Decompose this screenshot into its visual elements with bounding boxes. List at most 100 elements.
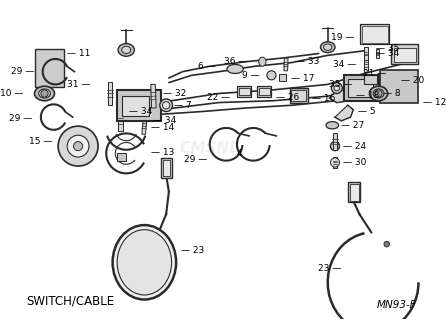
Text: 4: 4 bbox=[237, 149, 243, 158]
Polygon shape bbox=[119, 111, 123, 131]
FancyBboxPatch shape bbox=[362, 26, 388, 43]
Ellipse shape bbox=[34, 86, 54, 101]
FancyBboxPatch shape bbox=[360, 24, 389, 44]
Text: — 7: — 7 bbox=[174, 101, 192, 110]
Ellipse shape bbox=[334, 85, 339, 91]
Ellipse shape bbox=[117, 230, 172, 295]
Text: — 34: — 34 bbox=[129, 107, 152, 116]
Text: — 34: — 34 bbox=[153, 116, 176, 125]
Text: 29 —: 29 — bbox=[11, 67, 34, 76]
FancyBboxPatch shape bbox=[117, 153, 126, 161]
Ellipse shape bbox=[162, 102, 170, 109]
FancyBboxPatch shape bbox=[35, 49, 65, 87]
FancyBboxPatch shape bbox=[239, 88, 250, 95]
Text: — 14: — 14 bbox=[151, 124, 174, 133]
Text: — 33: — 33 bbox=[296, 57, 319, 66]
FancyBboxPatch shape bbox=[289, 88, 308, 103]
Text: — 16: — 16 bbox=[312, 94, 336, 103]
Text: — 17: — 17 bbox=[290, 73, 314, 82]
Polygon shape bbox=[142, 118, 147, 135]
Text: 6 —: 6 — bbox=[198, 62, 216, 71]
FancyBboxPatch shape bbox=[350, 184, 359, 201]
Polygon shape bbox=[364, 47, 368, 60]
Polygon shape bbox=[151, 84, 156, 108]
Text: — 20: — 20 bbox=[401, 76, 425, 85]
Ellipse shape bbox=[160, 99, 173, 112]
Ellipse shape bbox=[112, 225, 176, 300]
Text: 35 —: 35 — bbox=[329, 80, 352, 89]
Ellipse shape bbox=[373, 89, 384, 98]
Ellipse shape bbox=[118, 43, 134, 56]
Circle shape bbox=[74, 142, 83, 151]
Circle shape bbox=[375, 90, 382, 97]
Ellipse shape bbox=[227, 64, 244, 73]
Text: 10 —: 10 — bbox=[0, 89, 24, 98]
Text: — 27: — 27 bbox=[341, 121, 364, 130]
Text: 36 —: 36 — bbox=[224, 57, 248, 66]
Text: 29 —: 29 — bbox=[9, 114, 33, 123]
Text: 15 —: 15 — bbox=[29, 137, 53, 146]
FancyBboxPatch shape bbox=[380, 70, 418, 103]
FancyBboxPatch shape bbox=[344, 75, 379, 101]
Text: 23 —: 23 — bbox=[318, 264, 341, 273]
Polygon shape bbox=[333, 157, 337, 168]
Text: 29 —: 29 — bbox=[184, 155, 207, 164]
Polygon shape bbox=[376, 49, 379, 58]
Polygon shape bbox=[333, 133, 337, 150]
Text: — 32: — 32 bbox=[162, 89, 186, 98]
FancyBboxPatch shape bbox=[348, 182, 360, 202]
FancyBboxPatch shape bbox=[394, 48, 416, 62]
FancyBboxPatch shape bbox=[391, 44, 418, 64]
Text: 34 —: 34 — bbox=[333, 60, 356, 69]
Ellipse shape bbox=[267, 71, 276, 80]
Ellipse shape bbox=[369, 86, 388, 101]
FancyBboxPatch shape bbox=[122, 96, 149, 116]
Text: SWITCH/CABLE: SWITCH/CABLE bbox=[26, 295, 115, 308]
Polygon shape bbox=[364, 57, 368, 72]
Text: CMSNL: CMSNL bbox=[179, 141, 240, 156]
FancyBboxPatch shape bbox=[257, 86, 272, 97]
Text: — 23: — 23 bbox=[181, 246, 204, 255]
Ellipse shape bbox=[331, 82, 342, 94]
FancyBboxPatch shape bbox=[348, 79, 373, 97]
Ellipse shape bbox=[259, 57, 266, 66]
Circle shape bbox=[67, 135, 89, 157]
Text: — 5: — 5 bbox=[358, 107, 375, 116]
Text: — 12: — 12 bbox=[423, 98, 446, 107]
Text: 31 —: 31 — bbox=[67, 80, 91, 89]
Polygon shape bbox=[107, 82, 112, 105]
Ellipse shape bbox=[321, 42, 335, 53]
FancyBboxPatch shape bbox=[162, 160, 170, 176]
Polygon shape bbox=[284, 58, 288, 71]
Text: 21 —: 21 — bbox=[363, 69, 387, 78]
FancyBboxPatch shape bbox=[291, 90, 306, 101]
Ellipse shape bbox=[122, 46, 131, 53]
Circle shape bbox=[330, 158, 339, 167]
Ellipse shape bbox=[39, 89, 50, 98]
Ellipse shape bbox=[330, 142, 339, 151]
Text: 22 —: 22 — bbox=[207, 93, 231, 102]
Circle shape bbox=[58, 126, 98, 166]
Text: MN93-F: MN93-F bbox=[377, 300, 417, 310]
FancyBboxPatch shape bbox=[279, 73, 286, 81]
Polygon shape bbox=[335, 105, 353, 121]
FancyBboxPatch shape bbox=[259, 88, 270, 95]
Text: — 18: — 18 bbox=[356, 91, 379, 100]
Polygon shape bbox=[330, 90, 351, 103]
Circle shape bbox=[41, 90, 48, 97]
Text: 9 —: 9 — bbox=[242, 71, 260, 80]
Text: — 11: — 11 bbox=[67, 49, 91, 58]
Ellipse shape bbox=[326, 122, 339, 129]
Text: — 26: — 26 bbox=[276, 93, 299, 102]
Text: — 34: — 34 bbox=[376, 49, 399, 58]
Text: — 30: — 30 bbox=[343, 158, 367, 167]
Text: — 24: — 24 bbox=[343, 142, 366, 151]
Text: — 13: — 13 bbox=[151, 148, 174, 157]
Circle shape bbox=[384, 241, 389, 247]
Text: — 8: — 8 bbox=[383, 89, 401, 98]
FancyBboxPatch shape bbox=[161, 158, 172, 178]
Text: 19 —: 19 — bbox=[330, 33, 354, 42]
FancyBboxPatch shape bbox=[237, 86, 252, 97]
Text: — 35: — 35 bbox=[376, 44, 399, 52]
Ellipse shape bbox=[324, 44, 332, 50]
